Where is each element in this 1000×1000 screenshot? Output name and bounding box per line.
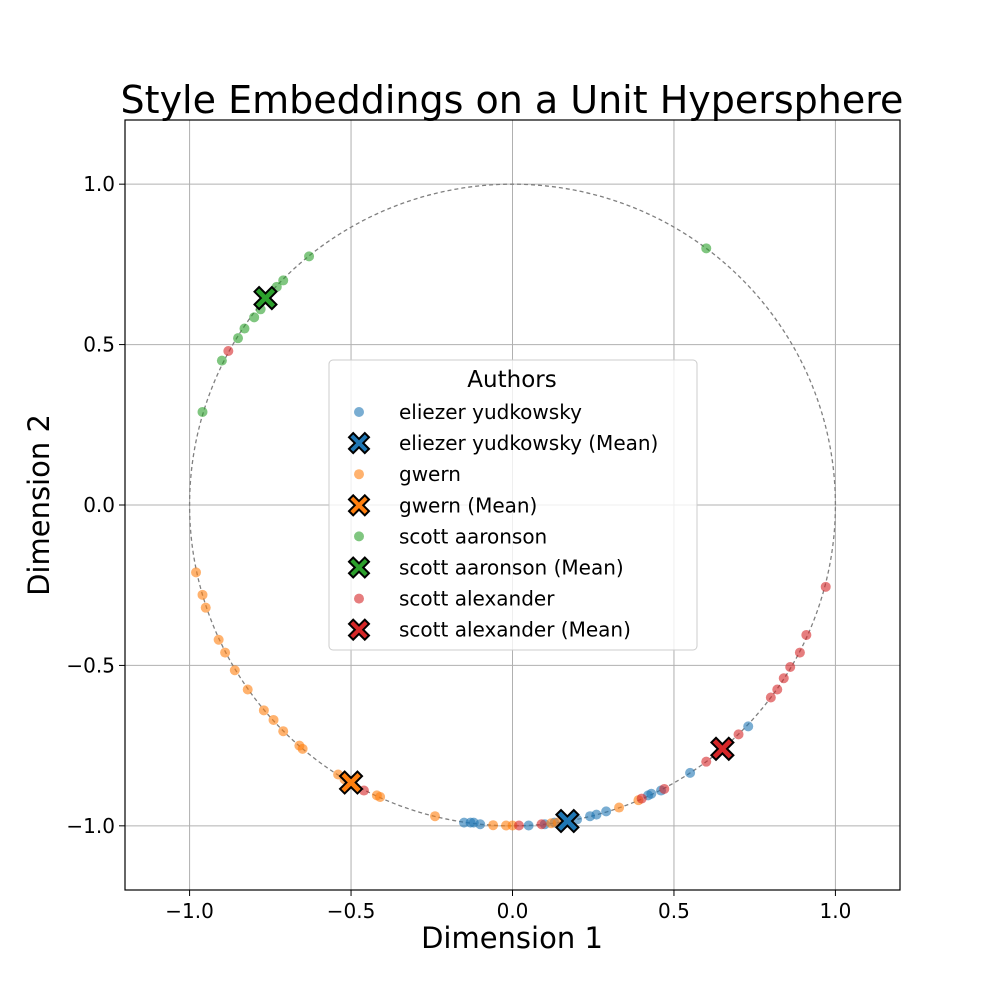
mean-markers (253, 285, 735, 834)
data-point (646, 788, 657, 799)
data-point (430, 811, 440, 822)
data-point (278, 275, 289, 286)
data-point (229, 665, 240, 676)
data-point (278, 726, 289, 737)
mean-marker (709, 736, 735, 762)
data-point (197, 406, 208, 417)
legend-items: eliezer yudkowsky eliezer yudkowsky (Mean… (347, 400, 658, 642)
legend-marker-mean (347, 431, 371, 455)
legend-label: scott aaronson (Mean) (399, 556, 624, 580)
chart-title: Style Embeddings on a Unit Hypersphere (121, 78, 904, 122)
data-point (223, 346, 234, 356)
data-point (785, 662, 796, 673)
data-point (220, 647, 231, 658)
y-tick-label: −1.0 (66, 814, 115, 838)
legend-marker-mean (347, 493, 371, 517)
data-point (701, 756, 712, 767)
x-tick-label: 0.0 (497, 899, 529, 923)
data-point (200, 602, 211, 613)
x-axis-label: Dimension 1 (421, 921, 603, 955)
data-point (636, 793, 647, 804)
data-point (304, 251, 315, 262)
data-point (297, 743, 308, 754)
data-point (701, 243, 712, 254)
mean-marker (338, 770, 364, 795)
data-point (685, 767, 696, 778)
mean-marker (253, 285, 278, 311)
data-point (772, 684, 783, 695)
data-point (614, 802, 625, 813)
data-point (242, 684, 253, 695)
data-point (513, 820, 524, 831)
data-point (794, 647, 805, 658)
legend-label: eliezer yudkowsky (399, 400, 582, 424)
data-point (601, 806, 612, 817)
data-point (197, 589, 208, 600)
x-tick-label: −1.0 (165, 899, 214, 923)
legend-label: scott alexander (Mean) (399, 618, 631, 642)
data-point (258, 705, 269, 716)
data-point (820, 581, 831, 592)
legend-title: Authors (467, 367, 556, 393)
legend-marker-point (354, 407, 364, 417)
data-point (733, 729, 744, 740)
data-point (213, 634, 224, 645)
data-point (536, 819, 547, 830)
x-tick-label: 1.0 (820, 899, 852, 923)
data-point (591, 809, 602, 820)
legend-marker-point (354, 531, 364, 542)
data-point (268, 714, 279, 725)
unit-circle (188, 183, 837, 827)
legend-label: gwern (Mean) (399, 493, 537, 517)
y-axis-label: Dimension 2 (22, 414, 56, 596)
legend-marker-point (354, 469, 364, 480)
data-point (765, 692, 776, 703)
legend-box (328, 359, 698, 651)
data-point (801, 629, 812, 640)
axis-ticks: −1.0 −0.5 0.0 0.5 1.0 −1.0 −0.5 0.0 0.5 1.0 (66, 172, 851, 923)
data-point (216, 355, 227, 366)
legend-label: eliezer yudkowsky (Mean) (399, 431, 658, 455)
y-tick-label: 1.0 (83, 172, 115, 196)
data-point (523, 820, 534, 831)
legend-marker-point (354, 593, 364, 604)
x-tick-label: 0.5 (658, 899, 690, 923)
mean-marker (554, 808, 580, 834)
data-point (743, 721, 754, 732)
legend-label: scott alexander (399, 587, 555, 611)
data-point (233, 333, 244, 344)
legend-marker-mean (347, 556, 371, 579)
legend-label: scott aaronson (399, 524, 547, 548)
y-tick-label: −0.5 (66, 653, 115, 677)
data-point (191, 567, 202, 578)
legend-marker-mean (347, 618, 371, 642)
x-tick-label: −0.5 (327, 899, 376, 923)
data-point (778, 673, 789, 684)
data-point (239, 323, 250, 334)
data-point (488, 820, 499, 831)
data-point (249, 312, 260, 323)
y-tick-label: 0.5 (83, 333, 115, 357)
data-point (475, 819, 486, 830)
y-tick-label: 0.0 (83, 493, 115, 517)
data-point (659, 783, 670, 794)
legend-label: gwern (399, 462, 461, 486)
data-point (375, 791, 386, 802)
